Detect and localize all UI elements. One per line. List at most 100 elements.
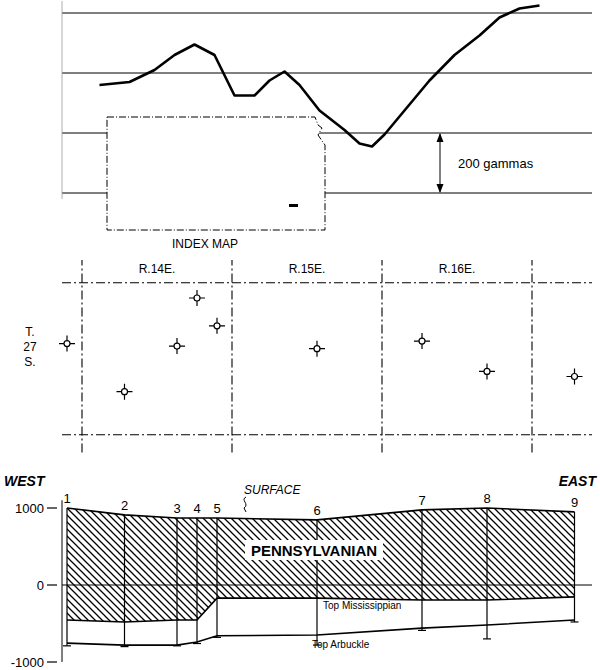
well-bore bbox=[571, 512, 579, 622]
well-circle bbox=[64, 341, 70, 347]
well-bottom bbox=[121, 646, 129, 647]
range-line bbox=[531, 260, 532, 453]
well-symbol bbox=[189, 290, 205, 306]
well-circle bbox=[122, 389, 128, 395]
well-label: 8 bbox=[483, 491, 490, 506]
township-line bbox=[62, 282, 592, 283]
range-line bbox=[231, 260, 232, 453]
well-label: 2 bbox=[121, 498, 128, 513]
well-line bbox=[196, 518, 197, 644]
range-label: R.14E. bbox=[139, 262, 176, 276]
magnetic-curve bbox=[100, 6, 540, 147]
well-bore bbox=[121, 515, 129, 647]
well-line bbox=[316, 520, 317, 645]
range-label: R.16E. bbox=[439, 262, 476, 276]
pennsylvanian-label-group: PENNSYLVANIAN bbox=[245, 540, 383, 560]
range-line bbox=[81, 260, 82, 453]
well-cross bbox=[567, 369, 583, 385]
well-symbol bbox=[479, 363, 495, 379]
tick-mark bbox=[47, 507, 57, 508]
well-symbol bbox=[567, 369, 583, 385]
tick-mark bbox=[47, 661, 57, 662]
well-line bbox=[216, 518, 217, 637]
well-label: 5 bbox=[213, 501, 220, 516]
well-bottom bbox=[193, 643, 201, 644]
tick-label: -1000 bbox=[11, 655, 44, 670]
scale-bar-line bbox=[440, 134, 441, 192]
well-cross bbox=[479, 363, 495, 379]
surface-pointer bbox=[244, 497, 246, 512]
well-bottom bbox=[571, 621, 579, 622]
index-map-label: INDEX MAP bbox=[172, 237, 238, 251]
well-label: 3 bbox=[173, 501, 180, 516]
grid-line bbox=[62, 72, 592, 73]
well-line bbox=[176, 518, 177, 646]
arrow-head bbox=[437, 133, 444, 142]
township-line bbox=[62, 434, 592, 435]
well-bore bbox=[483, 508, 491, 639]
well-circle bbox=[572, 374, 578, 380]
axis-line bbox=[62, 1, 63, 199]
well-symbol bbox=[209, 318, 225, 334]
west-label: WEST bbox=[4, 473, 46, 489]
axis-line bbox=[62, 500, 63, 662]
township-label-line: 27 bbox=[23, 340, 37, 354]
well-bottom bbox=[173, 645, 181, 646]
township-label-line: T. bbox=[25, 325, 34, 339]
well-bore bbox=[213, 518, 221, 637]
well-bore bbox=[313, 520, 321, 645]
horizon-line bbox=[67, 508, 575, 520]
horizon-label: Top Mississippian bbox=[323, 600, 401, 611]
well-line bbox=[124, 515, 125, 647]
location-mark bbox=[289, 204, 298, 207]
tick-mark bbox=[47, 584, 57, 585]
tick-label: 1000 bbox=[15, 501, 44, 516]
well-bore bbox=[173, 518, 181, 646]
well-bottom bbox=[418, 630, 426, 631]
well-symbol bbox=[169, 338, 185, 354]
well-line bbox=[66, 508, 67, 646]
well-symbol bbox=[309, 341, 325, 357]
range-label: R.15E. bbox=[289, 262, 326, 276]
well-cross bbox=[189, 290, 205, 306]
page: {"chart_data": [ {"type": "line", "x": [… bbox=[0, 0, 600, 670]
kansas-outline bbox=[107, 117, 325, 230]
arrow-head bbox=[437, 184, 444, 193]
well-bottom bbox=[483, 638, 491, 639]
well-bottom bbox=[213, 637, 221, 638]
well-map: R.14E. R.15E. R.16E. T.27S. bbox=[23, 260, 592, 453]
scale-bar bbox=[437, 133, 444, 193]
horizon-line bbox=[67, 597, 575, 622]
magnetic-profile: INDEX MAP 200 gammas bbox=[62, 1, 592, 251]
zero-line bbox=[62, 584, 592, 585]
well-circle bbox=[484, 368, 490, 374]
well-symbol bbox=[117, 384, 133, 400]
well-circle bbox=[214, 323, 220, 329]
well-cross bbox=[59, 336, 75, 352]
well-circle bbox=[419, 338, 425, 344]
well-circle bbox=[314, 346, 320, 352]
well-label: 4 bbox=[193, 501, 200, 516]
scale-bar-label: 200 gammas bbox=[458, 156, 534, 171]
well-cross bbox=[414, 333, 430, 349]
range-line bbox=[381, 260, 382, 453]
well-symbol bbox=[414, 333, 430, 349]
wells bbox=[59, 290, 583, 400]
well-line bbox=[574, 512, 575, 622]
township-label: T.27S. bbox=[23, 325, 37, 369]
well-label: 6 bbox=[313, 503, 320, 518]
pennsylvanian-fill bbox=[67, 508, 575, 622]
well-circle bbox=[174, 343, 180, 349]
well-circle bbox=[194, 295, 200, 301]
index-map: INDEX MAP bbox=[107, 117, 325, 251]
well-bore bbox=[418, 510, 426, 631]
horizon-label: Top Arbuckle bbox=[312, 639, 370, 650]
well-cross bbox=[117, 384, 133, 400]
well-label: 1 bbox=[63, 491, 70, 506]
tick-label: 0 bbox=[37, 578, 44, 593]
well-cross bbox=[309, 341, 325, 357]
well-cross bbox=[169, 338, 185, 354]
section-plot bbox=[62, 508, 592, 647]
well-label: 9 bbox=[571, 495, 578, 510]
well-label: 7 bbox=[418, 493, 425, 508]
